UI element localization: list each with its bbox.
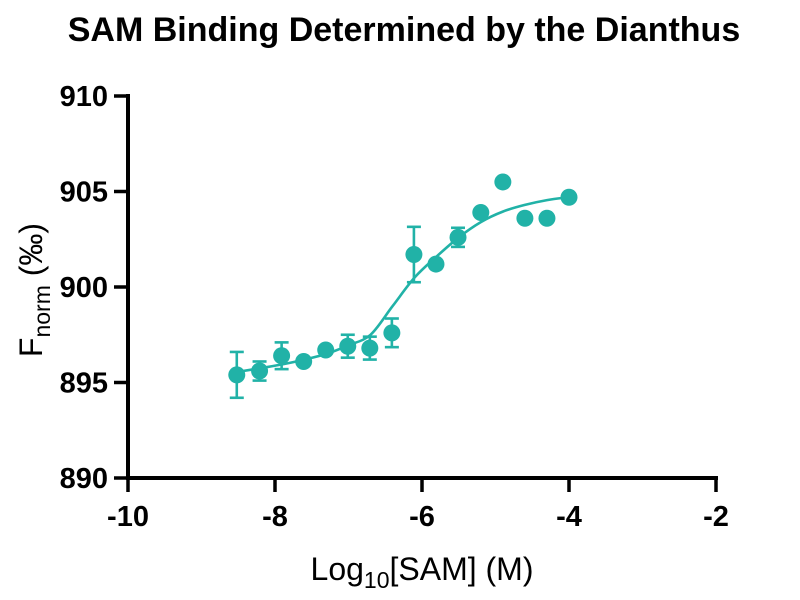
data-point: [295, 352, 313, 370]
y-axis-label-main: F: [13, 338, 49, 358]
y-axis-label-units: (‰): [13, 223, 49, 285]
x-tick-label: -10: [107, 501, 149, 533]
x-axis-label-main: Log: [311, 551, 364, 587]
data-points: [228, 173, 578, 384]
x-tick-label: -8: [262, 501, 288, 533]
data-point: [472, 204, 490, 222]
data-point: [560, 188, 578, 206]
y-tick-label: 895: [60, 368, 108, 400]
data-point: [516, 209, 534, 227]
data-point: [449, 228, 467, 246]
data-point: [361, 339, 379, 357]
data-point: [317, 341, 335, 359]
data-point: [251, 362, 269, 380]
y-axis-label: Fnorm (‰): [13, 223, 55, 357]
x-tick-label: -4: [556, 501, 582, 533]
y-axis: 890 895 900 905 910: [60, 81, 130, 495]
x-axis: -10 -8 -6 -4 -2: [107, 476, 729, 533]
y-axis-label-subscript: norm: [29, 285, 55, 337]
data-point: [273, 347, 291, 365]
y-tick-label: 890: [60, 463, 108, 495]
data-point: [494, 173, 512, 191]
x-axis-label: Log10[SAM] (M): [311, 551, 534, 593]
y-tick-label: 905: [60, 177, 108, 209]
x-ticks: -10 -8 -6 -4 -2: [107, 478, 729, 533]
x-axis-label-units: [SAM] (M): [390, 551, 534, 587]
x-tick-label: -6: [409, 501, 435, 533]
chart-title: SAM Binding Determined by the Dianthus: [68, 11, 740, 49]
y-tick-label: 910: [60, 81, 108, 113]
fit-curve: [236, 195, 570, 374]
y-ticks: 890 895 900 905 910: [60, 81, 128, 495]
data-point: [339, 337, 357, 355]
data-point: [383, 324, 401, 342]
data-point: [405, 246, 423, 264]
x-tick-label: -2: [703, 501, 729, 533]
x-axis-label-subscript: 10: [364, 567, 390, 593]
y-tick-label: 900: [60, 272, 108, 304]
data-point: [538, 209, 556, 227]
data-point: [228, 366, 246, 384]
data-point: [427, 255, 445, 273]
